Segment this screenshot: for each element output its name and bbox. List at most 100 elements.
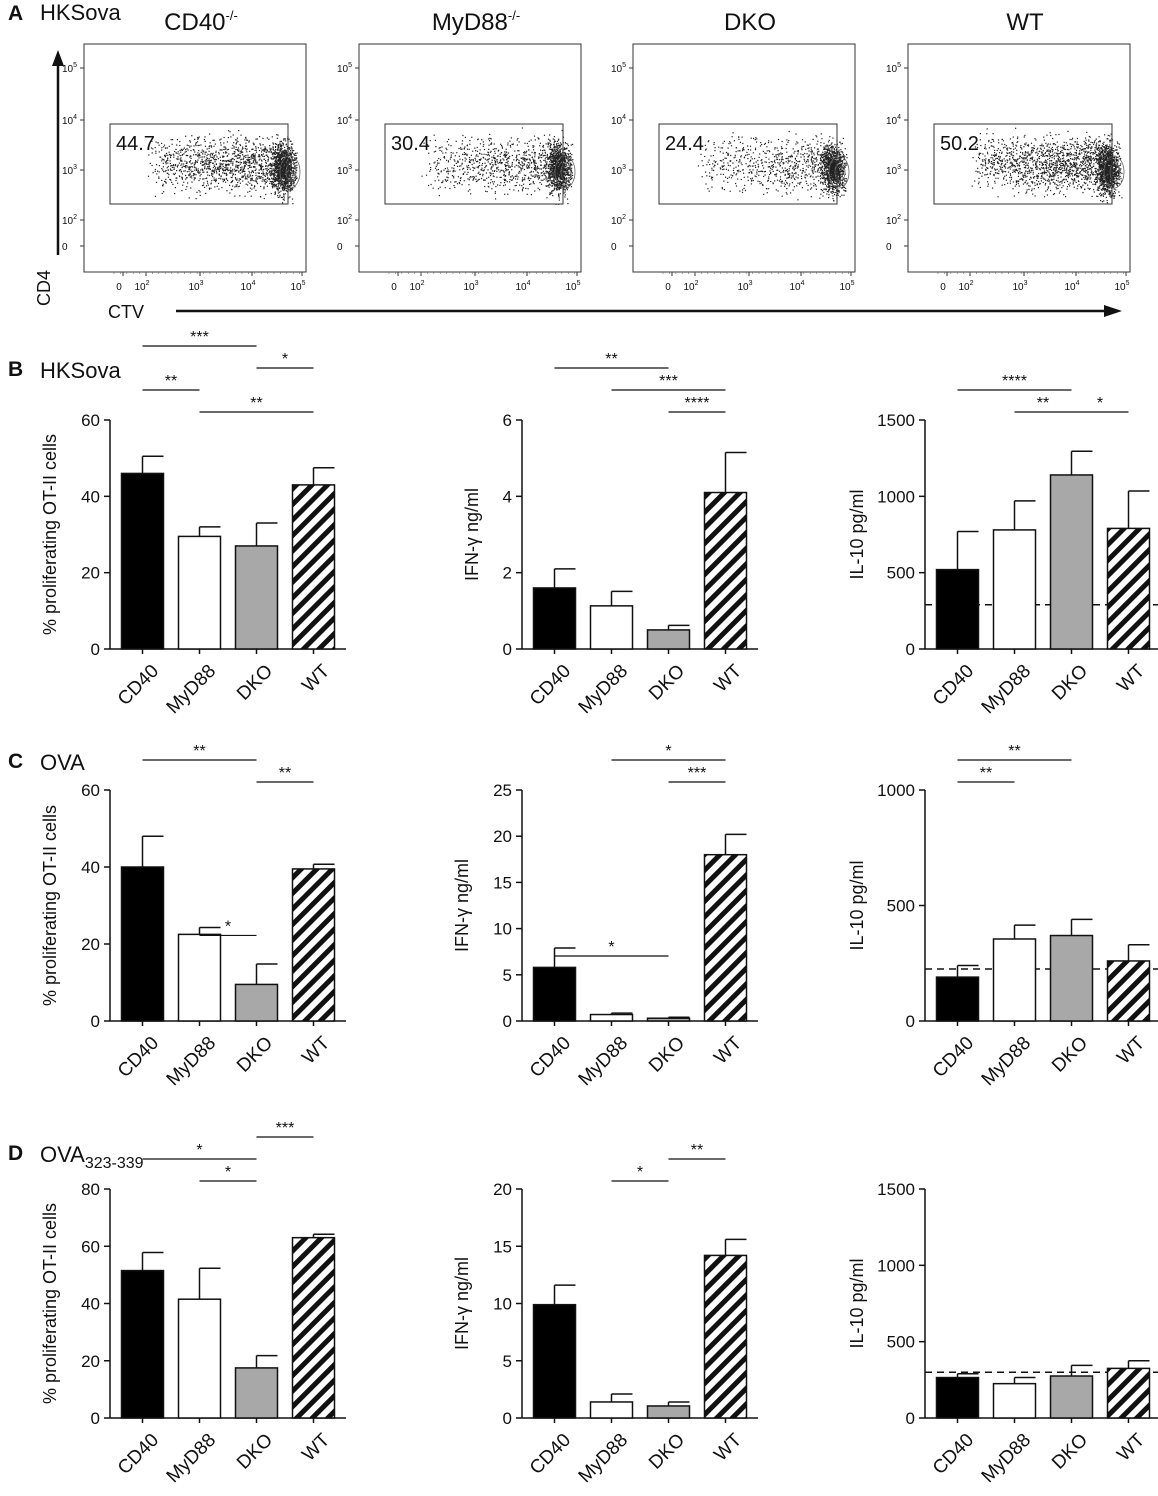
flow-dot — [751, 165, 753, 167]
flow-dot — [436, 164, 438, 166]
flow-dot — [197, 138, 199, 140]
flow-dot — [463, 152, 465, 154]
flow-dot — [242, 151, 244, 153]
flow-dot — [283, 150, 285, 152]
flow-dot — [558, 195, 560, 197]
flow-dot — [761, 170, 763, 172]
flow-plot-title-sup: -/- — [226, 8, 238, 23]
flow-dot — [292, 178, 294, 180]
flow-dot — [547, 142, 549, 144]
flow-dot — [553, 166, 556, 169]
flow-dot — [804, 152, 806, 155]
flow-dot — [508, 166, 510, 168]
flow-dot — [495, 198, 497, 200]
flow-dot — [568, 156, 571, 158]
flow-dot — [521, 190, 524, 192]
flow-dot — [764, 174, 766, 176]
flow-dot — [281, 186, 284, 188]
flow-dot — [206, 180, 208, 182]
flow-dot — [552, 160, 554, 163]
flow-dot — [286, 169, 288, 171]
flow-dot — [281, 177, 283, 179]
flow-x-tick-label: 103 — [737, 280, 752, 293]
flow-dot — [271, 185, 273, 187]
flow-dot — [769, 170, 771, 172]
flow-dot — [469, 160, 471, 162]
flow-tick-exp: 4 — [348, 114, 352, 121]
flow-y-tick-label: 0 — [62, 242, 68, 253]
flow-dot — [553, 187, 555, 189]
flow-dot — [284, 179, 286, 181]
flow-dot — [264, 175, 266, 177]
flow-dot — [722, 147, 724, 149]
flow-dot — [783, 169, 785, 171]
flow-dot — [533, 167, 535, 169]
flow-dot — [245, 154, 247, 157]
flow-dot — [276, 156, 279, 158]
flow-dot — [222, 179, 224, 181]
flow-dot — [505, 164, 507, 166]
flow-dot — [727, 181, 729, 183]
flow-dot — [484, 158, 486, 160]
flow-dot — [469, 158, 471, 161]
flow-dot — [274, 156, 276, 158]
flow-dot — [288, 173, 290, 175]
flow-dot — [292, 143, 294, 145]
flow-dot — [280, 196, 283, 199]
flow-dot — [224, 148, 226, 150]
flow-tick-exp: 2 — [622, 214, 626, 221]
flow-dot — [494, 163, 496, 166]
ctv-arrow-head — [1104, 305, 1122, 317]
flow-dot — [181, 173, 183, 175]
flow-dot — [252, 160, 254, 162]
flow-x-tick-label: 103 — [188, 280, 203, 293]
flow-dot — [468, 184, 470, 186]
flow-dot — [186, 165, 188, 167]
flow-dot — [267, 166, 269, 168]
flow-dot — [290, 163, 292, 165]
flow-dot — [708, 140, 710, 142]
flow-dot — [276, 153, 278, 155]
flow-dot — [558, 189, 560, 191]
flow-dot — [227, 148, 230, 151]
flow-dot — [547, 177, 549, 179]
flow-dot — [545, 163, 547, 165]
flow-dot — [198, 157, 200, 159]
flow-dot — [810, 147, 812, 149]
flow-dot — [496, 170, 498, 172]
flow-dot — [501, 162, 503, 164]
flow-dot — [794, 150, 796, 152]
flow-dot — [811, 156, 813, 158]
flow-dot — [217, 158, 219, 160]
flow-dot — [499, 162, 501, 164]
flow-dot — [490, 143, 492, 145]
flow-dot — [170, 139, 172, 141]
flow-dot — [234, 153, 236, 155]
flow-dot — [486, 191, 488, 193]
flow-dot — [273, 153, 275, 155]
flow-dot — [269, 171, 271, 173]
flow-dot — [265, 173, 267, 175]
flow-dot — [560, 184, 562, 186]
flow-x-tick-label: 104 — [789, 280, 804, 293]
flow-dot — [516, 155, 518, 157]
flow-dot — [220, 165, 222, 167]
flow-dot — [209, 133, 211, 135]
flow-dot — [283, 152, 285, 154]
flow-dot — [469, 176, 472, 178]
flow-dot — [262, 137, 264, 140]
flow-dot — [284, 155, 286, 157]
panel-letter-a: A — [8, 2, 23, 25]
flow-dot — [509, 188, 511, 190]
flow-x-tick-label: 0 — [391, 282, 397, 293]
flow-dot — [490, 143, 492, 145]
flow-dot — [482, 145, 484, 147]
flow-dot — [500, 143, 502, 145]
flow-dot — [471, 176, 473, 178]
flow-dot — [519, 164, 521, 166]
flow-dot — [553, 144, 555, 146]
flow-dot — [507, 144, 509, 146]
flow-dot — [289, 151, 291, 153]
flow-dot — [560, 187, 562, 189]
flow-dot — [279, 196, 281, 198]
